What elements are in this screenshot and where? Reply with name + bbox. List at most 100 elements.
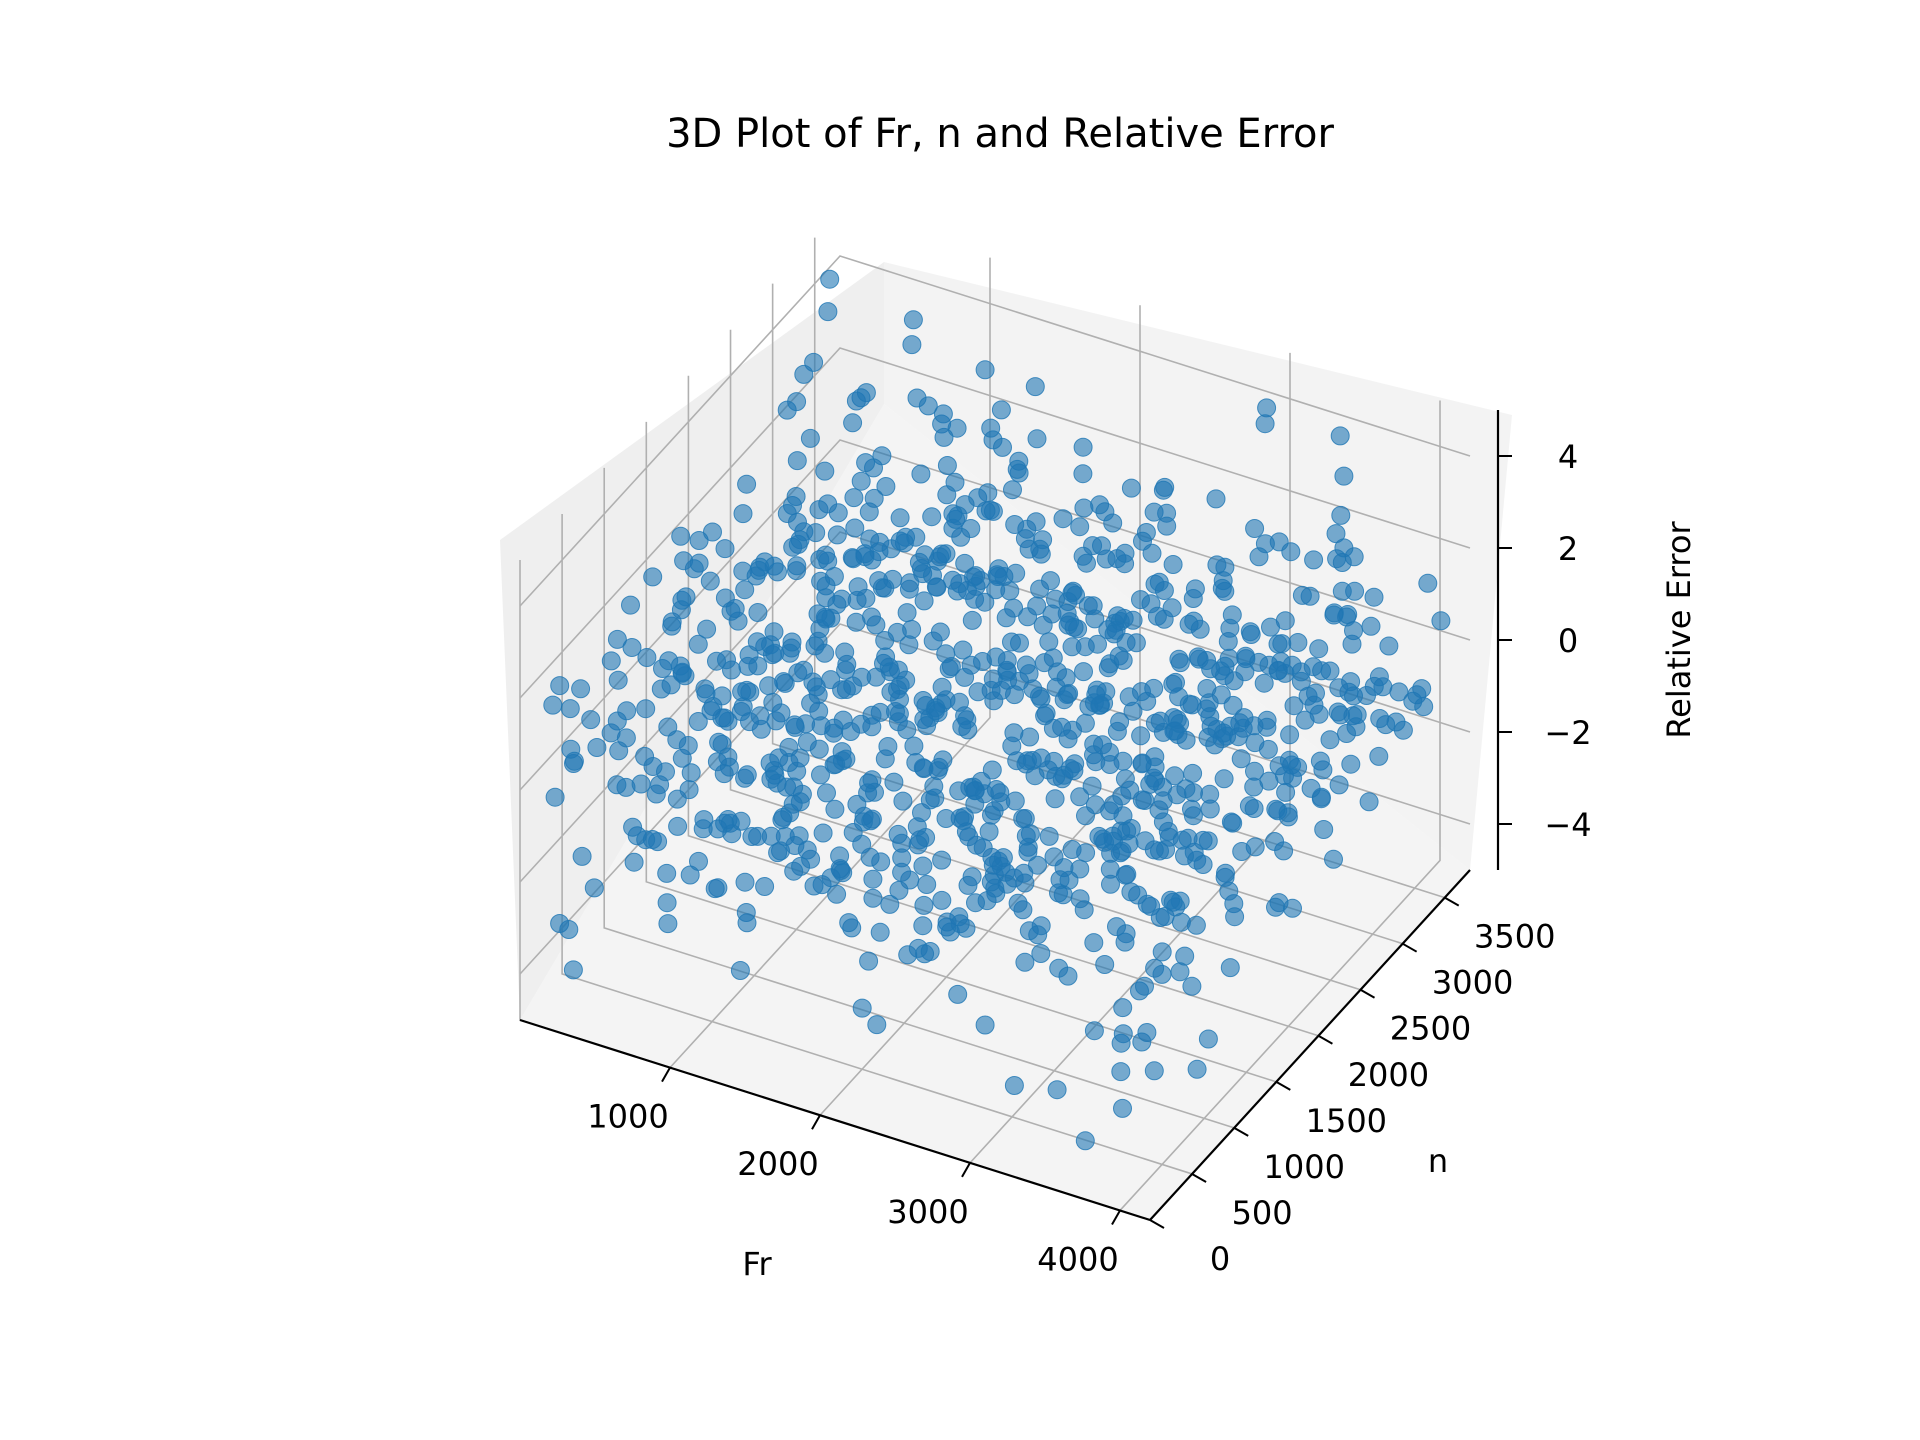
scatter-point-495: [1221, 812, 1241, 832]
scatter-point-540: [1266, 799, 1286, 819]
scatter-point-998: [564, 751, 584, 771]
scatter-point-141: [980, 500, 1000, 520]
scatter-point-896: [824, 723, 844, 743]
scatter-point-879: [1150, 908, 1170, 927]
scatter-point-412: [1259, 655, 1279, 675]
chart-title: 3D Plot of Fr, n and Relative Error: [666, 111, 1334, 157]
x-tick-mark-1: [811, 1114, 821, 1130]
scatter-point-121: [951, 527, 971, 547]
scatter-point-932: [658, 914, 678, 934]
scatter-point-947: [1095, 955, 1115, 974]
scatter-point-542: [1110, 712, 1130, 732]
scatter-point-566: [968, 682, 988, 702]
scatter-point-664: [1075, 637, 1095, 657]
scatter-point-302: [1245, 733, 1265, 753]
scatter-point-549: [930, 622, 950, 642]
scatter-point-792: [1193, 855, 1213, 874]
scatter-point-215: [1092, 536, 1111, 556]
scatter-point-548: [1259, 771, 1279, 791]
scatter-point-441: [966, 566, 986, 586]
grid-y-5: [729, 329, 1361, 991]
scatter-point-721: [1044, 847, 1064, 867]
scatter-point-705: [1084, 745, 1103, 765]
scatter-point-1003: [852, 834, 872, 854]
y-tick-label-6: 3000: [1432, 964, 1513, 1002]
scatter-point-437: [1074, 662, 1093, 682]
scatter-point-919: [560, 699, 580, 719]
scatter-point-695: [1100, 755, 1120, 774]
scatter-point-1007: [821, 868, 841, 888]
scatter-point-282: [1346, 717, 1366, 737]
scatter-point-673: [658, 717, 678, 737]
scatter-point-413: [1190, 619, 1210, 639]
scatter-point-489: [855, 544, 875, 564]
scatter-point-589: [1086, 685, 1106, 705]
scatter-point-774: [797, 732, 817, 752]
scatter-point-804: [878, 737, 898, 756]
scatter-point-328: [845, 518, 865, 538]
scatter-point-340: [1329, 775, 1349, 795]
scatter-point-993: [842, 918, 862, 938]
z-axis-label: Relative Error: [1660, 521, 1698, 739]
scatter-point-992: [920, 942, 940, 961]
scatter-point-274: [932, 677, 952, 697]
scatter-point-803: [1043, 718, 1063, 738]
scatter-point-959: [772, 810, 792, 830]
scatter-point-214: [1359, 792, 1379, 812]
scatter-point-853: [761, 826, 781, 846]
scatter-point-468: [1002, 632, 1021, 652]
scatter-point-769: [863, 869, 883, 889]
scatter-point-608: [808, 604, 828, 624]
scatter-point-170: [856, 453, 876, 473]
scatter-point-575: [1170, 714, 1190, 733]
scatter-point-107: [1073, 464, 1093, 484]
scatter-point-736: [790, 748, 810, 768]
scatter-point-812: [791, 856, 811, 876]
scatter-point-450: [700, 571, 720, 591]
scatter-point-985: [870, 922, 890, 942]
scatter-point-558: [875, 578, 895, 598]
scatter-point-938: [1075, 1131, 1095, 1151]
scatter-point-88: [827, 525, 847, 545]
scatter-point-565: [1197, 651, 1217, 670]
scatter-point-939: [917, 875, 937, 894]
y-tick-label-3: 1500: [1306, 1102, 1387, 1140]
scatter-point-341: [787, 556, 807, 576]
scatter-point-790: [817, 783, 836, 803]
scatter-point-943: [1084, 933, 1104, 953]
scatter-point-397: [1123, 610, 1143, 630]
scatter-point-386: [1324, 849, 1343, 869]
scatter-point-625: [643, 567, 663, 587]
scatter-point-112: [914, 591, 934, 611]
scatter-point-928: [742, 827, 762, 846]
scatter-point-592: [1140, 774, 1160, 794]
scatter-point-841: [1020, 824, 1040, 844]
scatter-point-890: [1113, 806, 1133, 826]
scatter-point-403: [1070, 787, 1090, 807]
scatter-point-562: [768, 562, 787, 582]
scatter-point-99: [1334, 538, 1354, 558]
scatter-point-898: [707, 752, 727, 772]
scatter-point-312: [786, 487, 806, 506]
scatter-point-457: [939, 659, 959, 679]
scatter-point-798: [889, 704, 909, 724]
scatter-point-225: [859, 502, 879, 522]
scatter-point-165: [1254, 673, 1274, 693]
scatter-point-945: [958, 875, 978, 895]
scatter-point-624: [1082, 776, 1102, 796]
scatter-point-903: [862, 770, 882, 790]
scatter-point-393: [835, 642, 855, 662]
scatter-point-819: [912, 803, 931, 823]
scatter-point-629: [923, 566, 942, 585]
scatter-point-734: [1169, 687, 1189, 707]
scatter-point-703: [722, 660, 741, 680]
scatter-point-238: [1341, 754, 1361, 774]
scatter-point-960: [932, 850, 952, 870]
y-tick-mark-0: [1149, 1219, 1165, 1229]
scatter-point-847: [587, 738, 607, 757]
scatter-point-868: [622, 638, 642, 657]
scatter-point-808: [1198, 1029, 1218, 1049]
y-tick-label-2: 1000: [1263, 1148, 1344, 1186]
scatter-point-948: [1113, 1098, 1132, 1118]
scatter-point-492: [846, 612, 866, 632]
